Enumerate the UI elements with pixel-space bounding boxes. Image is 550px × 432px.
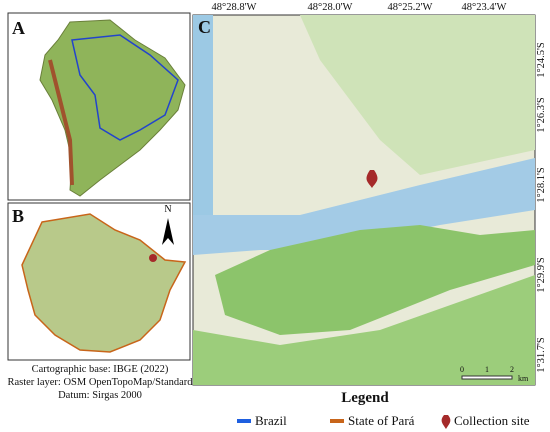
andes xyxy=(48,59,74,186)
scale-bar: 0 1 2 km xyxy=(460,365,529,383)
latitude-label: 1°28.1'S xyxy=(536,167,547,203)
legend-item: Collection site xyxy=(454,413,530,428)
river xyxy=(193,158,535,255)
latitude-label: 1°29.9'S xyxy=(536,257,547,293)
north-label: N xyxy=(164,204,171,215)
collection-site-pin xyxy=(366,170,378,188)
forest xyxy=(300,15,535,175)
longitude-label: 48°23.4'W xyxy=(462,2,507,13)
north-arrow xyxy=(162,218,174,245)
panel-label: A xyxy=(12,18,25,38)
legend-item: State of Pará xyxy=(348,413,415,428)
brazil-border xyxy=(71,34,179,141)
legend-title: Legend xyxy=(341,390,389,406)
longitude-label: 48°28.0'W xyxy=(308,2,353,13)
legend-swatch xyxy=(330,419,344,423)
latitude-label: 1°26.3'S xyxy=(536,97,547,133)
scale-label: 1 xyxy=(485,365,489,374)
panel-label: B xyxy=(12,206,24,226)
legend-swatch xyxy=(237,419,251,423)
longitude-label: 48°25.2'W xyxy=(388,2,433,13)
credit: Datum: Sirgas 2000 xyxy=(58,390,142,401)
longitude-label: 48°28.8'W xyxy=(212,2,257,13)
legend-item: Brazil xyxy=(255,413,287,428)
bay xyxy=(193,15,213,245)
credit: Cartographic base: IBGE (2022) xyxy=(32,364,169,375)
para-state xyxy=(21,213,187,353)
south-bank xyxy=(193,275,535,385)
credit: Raster layer: OSM OpenTopoMap/Standard xyxy=(7,377,193,388)
scale-label: 0 xyxy=(460,365,464,374)
island xyxy=(215,225,535,335)
collection-site-marker xyxy=(149,254,157,262)
latitude-label: 1°24.5'S xyxy=(536,42,547,78)
scale-label: 2 xyxy=(510,365,514,374)
panel-label: C xyxy=(198,17,211,37)
south-america xyxy=(39,19,186,197)
legend-pin xyxy=(441,415,451,429)
latitude-label: 1°31.7'S xyxy=(536,337,547,373)
scale-bar-rect xyxy=(461,375,513,380)
scale-label: km xyxy=(518,374,529,383)
